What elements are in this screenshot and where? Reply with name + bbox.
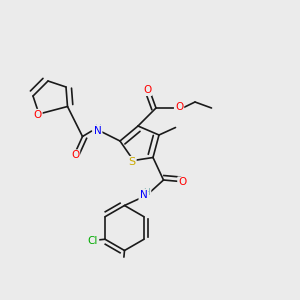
Text: O: O [178,177,187,188]
Text: H: H [94,124,100,133]
Text: H: H [144,188,150,197]
Text: O: O [175,102,183,112]
Text: O: O [33,110,42,120]
Text: N: N [140,190,147,200]
Text: S: S [128,157,136,167]
Text: O: O [143,85,151,95]
Text: O: O [71,150,79,161]
Text: N: N [94,125,101,136]
Text: Cl: Cl [88,236,98,246]
